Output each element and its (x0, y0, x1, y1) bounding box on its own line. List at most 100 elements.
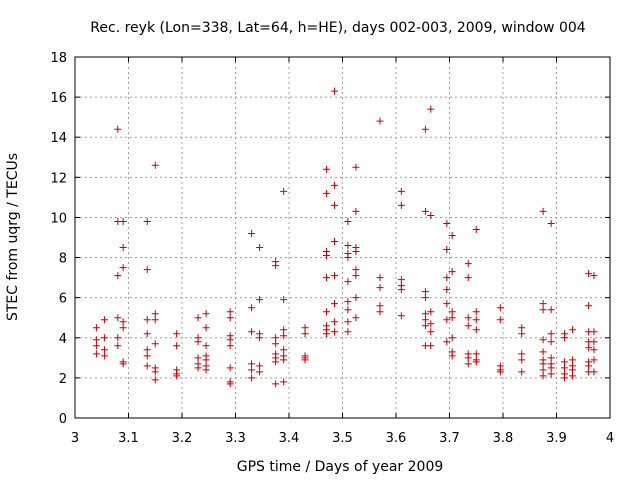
data-point (202, 342, 210, 350)
data-point (143, 346, 151, 354)
data-point (518, 368, 526, 376)
data-point (376, 274, 384, 282)
data-point (448, 314, 456, 322)
data-point (143, 316, 151, 324)
data-point (280, 326, 288, 334)
y-tick-label: 10 (50, 211, 67, 226)
data-point (427, 342, 435, 350)
data-point (397, 312, 405, 320)
data-point (590, 328, 598, 336)
data-point (226, 336, 234, 344)
y-tick-label: 18 (50, 51, 67, 66)
data-point (100, 334, 108, 342)
data-point (352, 294, 360, 302)
data-point (151, 316, 159, 324)
data-point (322, 274, 330, 282)
data-point (272, 380, 280, 388)
data-point (539, 366, 547, 374)
data-point (344, 298, 352, 306)
data-point (248, 360, 256, 368)
data-point (173, 342, 181, 350)
data-point (539, 336, 547, 344)
data-point (547, 219, 555, 227)
data-point (376, 302, 384, 310)
data-point (539, 372, 547, 380)
data-point (585, 362, 593, 370)
x-tick-label: 3.9 (546, 431, 567, 446)
data-point (202, 366, 210, 374)
data-point (272, 334, 280, 342)
data-point (427, 328, 435, 336)
data-point (280, 356, 288, 364)
data-point (539, 360, 547, 368)
data-point (119, 360, 127, 368)
data-point (248, 328, 256, 336)
data-point (421, 125, 429, 133)
data-point (547, 330, 555, 338)
data-point (590, 356, 598, 364)
data-point (173, 330, 181, 338)
data-point (330, 238, 338, 246)
data-point (464, 314, 472, 322)
data-point (248, 374, 256, 382)
data-point (352, 248, 360, 256)
data-point (421, 310, 429, 318)
data-point (518, 350, 526, 358)
data-point (202, 310, 210, 318)
data-point (464, 322, 472, 330)
data-point (443, 300, 451, 308)
data-point (443, 316, 451, 324)
data-point (280, 332, 288, 340)
data-point (202, 356, 210, 364)
data-point (280, 378, 288, 386)
data-point (272, 340, 280, 348)
data-point (344, 242, 352, 250)
data-point (561, 374, 569, 382)
data-point (226, 314, 234, 322)
data-point (344, 254, 352, 262)
axis-ticks (74, 56, 611, 419)
data-point (344, 306, 352, 314)
data-point (280, 187, 288, 195)
data-point (151, 161, 159, 169)
data-point (547, 370, 555, 378)
data-point (272, 262, 280, 270)
data-point (547, 354, 555, 362)
x-tick-label: 3 (71, 431, 79, 446)
data-point (464, 354, 472, 362)
x-tick-label: 3.5 (332, 431, 353, 446)
data-point (376, 117, 384, 125)
data-point (100, 352, 108, 360)
data-point (539, 348, 547, 356)
data-point (427, 308, 435, 316)
data-point (443, 338, 451, 346)
data-point (397, 201, 405, 209)
data-point (443, 219, 451, 227)
data-point (590, 338, 598, 346)
data-point (427, 211, 435, 219)
data-point (397, 187, 405, 195)
data-point (569, 356, 577, 364)
data-point (561, 358, 569, 366)
data-point (301, 356, 309, 364)
y-axis-label: STEC from uqrg / TECUs (5, 153, 21, 321)
data-point (330, 87, 338, 95)
data-point (427, 105, 435, 113)
data-point (330, 300, 338, 308)
data-point (100, 316, 108, 324)
data-point (443, 286, 451, 294)
data-point (248, 366, 256, 374)
data-point (256, 334, 264, 342)
data-point (248, 229, 256, 237)
data-point (256, 296, 264, 304)
data-point (547, 338, 555, 346)
data-point (301, 324, 309, 332)
data-point (272, 358, 280, 366)
data-point (464, 360, 472, 368)
grid (75, 57, 610, 418)
data-point (143, 352, 151, 360)
data-point (496, 368, 504, 376)
data-point (590, 368, 598, 376)
data-point (330, 181, 338, 189)
data-point (448, 352, 456, 360)
